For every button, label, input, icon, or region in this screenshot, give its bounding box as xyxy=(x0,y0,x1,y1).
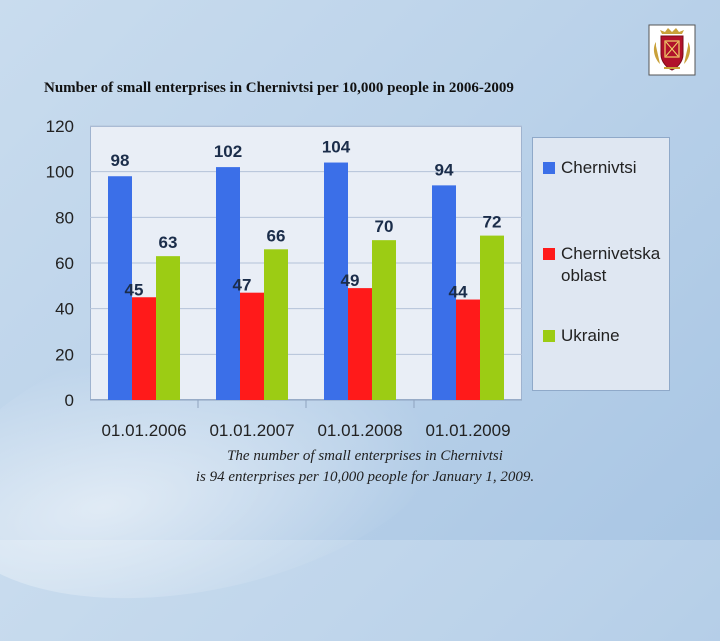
y-tick-label: 40 xyxy=(55,300,74,319)
x-tick-label: 01.01.2008 xyxy=(317,421,402,440)
caption-line-2: is 94 enterprises per 10,000 people for … xyxy=(195,469,535,485)
data-label: 44 xyxy=(449,283,468,302)
bar-ukraine xyxy=(372,240,396,400)
legend-label-oblast: Chernivetska oblast xyxy=(561,244,661,285)
data-label: 98 xyxy=(111,151,130,170)
bar-chernivetska-oblast xyxy=(456,299,480,400)
legend-swatch-chernivtsi xyxy=(543,162,555,174)
y-tick-label: 80 xyxy=(55,208,74,227)
data-label: 66 xyxy=(267,226,286,245)
legend-swatch-ukraine xyxy=(543,330,555,342)
legend-swatch-oblast xyxy=(543,248,555,260)
legend-label-chernivtsi: Chernivtsi xyxy=(561,158,637,177)
legend: Chernivtsi Chernivetska oblast Ukraine xyxy=(532,137,670,391)
y-tick-label: 60 xyxy=(55,254,74,273)
bar-chernivtsi xyxy=(432,185,456,400)
data-label: 63 xyxy=(159,233,178,252)
bar-chernivetska-oblast xyxy=(240,292,264,400)
coat-of-arms-icon xyxy=(648,24,696,76)
data-label: 104 xyxy=(322,138,351,157)
data-label: 49 xyxy=(341,271,360,290)
bar-chernivtsi xyxy=(108,176,132,400)
bar-ukraine xyxy=(156,256,180,400)
bar-ukraine xyxy=(480,235,504,400)
y-tick-label: 20 xyxy=(55,345,74,364)
bar-chernivetska-oblast xyxy=(132,297,156,400)
data-label: 45 xyxy=(125,280,144,299)
x-tick-label: 01.01.2006 xyxy=(101,421,186,440)
caption-line-1: The number of small enterprises in Chern… xyxy=(227,448,503,464)
x-tick-label: 01.01.2007 xyxy=(209,421,294,440)
caption: The number of small enterprises in Chern… xyxy=(120,446,610,488)
y-tick-label: 100 xyxy=(46,163,74,182)
data-label: 70 xyxy=(375,217,394,236)
bar-chart: 0 20 40 60 80 100 120 98 102 104 94 45 47 49 44 63 66 70 7… xyxy=(46,117,522,440)
data-label: 94 xyxy=(435,160,454,179)
bar-chernivetska-oblast xyxy=(348,288,372,400)
x-tick-label: 01.01.2009 xyxy=(425,421,510,440)
bar-chernivtsi xyxy=(216,167,240,400)
data-label: 47 xyxy=(233,276,252,295)
y-tick-label: 120 xyxy=(46,117,74,136)
bar-ukraine xyxy=(264,249,288,400)
chart-title: Number of small enterprises in Chernivts… xyxy=(44,80,514,96)
y-tick-label: 0 xyxy=(65,391,74,410)
bar-chernivtsi xyxy=(324,162,348,400)
data-label: 72 xyxy=(483,213,502,232)
legend-label-ukraine: Ukraine xyxy=(561,326,620,345)
data-label: 102 xyxy=(214,142,242,161)
